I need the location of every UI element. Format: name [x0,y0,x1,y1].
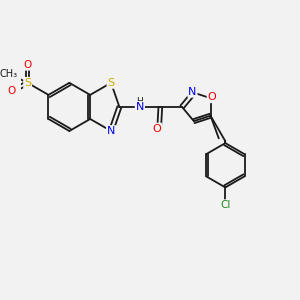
Text: N: N [188,87,196,97]
Text: H: H [136,97,143,106]
Text: O: O [152,124,161,134]
Text: N: N [107,126,115,136]
Text: O: O [8,86,16,96]
Text: N: N [136,102,144,112]
Text: S: S [24,78,31,88]
Text: O: O [208,92,216,102]
Text: CH₃: CH₃ [0,69,17,80]
Text: O: O [23,60,32,70]
Text: S: S [107,78,115,88]
Text: Cl: Cl [220,200,230,210]
